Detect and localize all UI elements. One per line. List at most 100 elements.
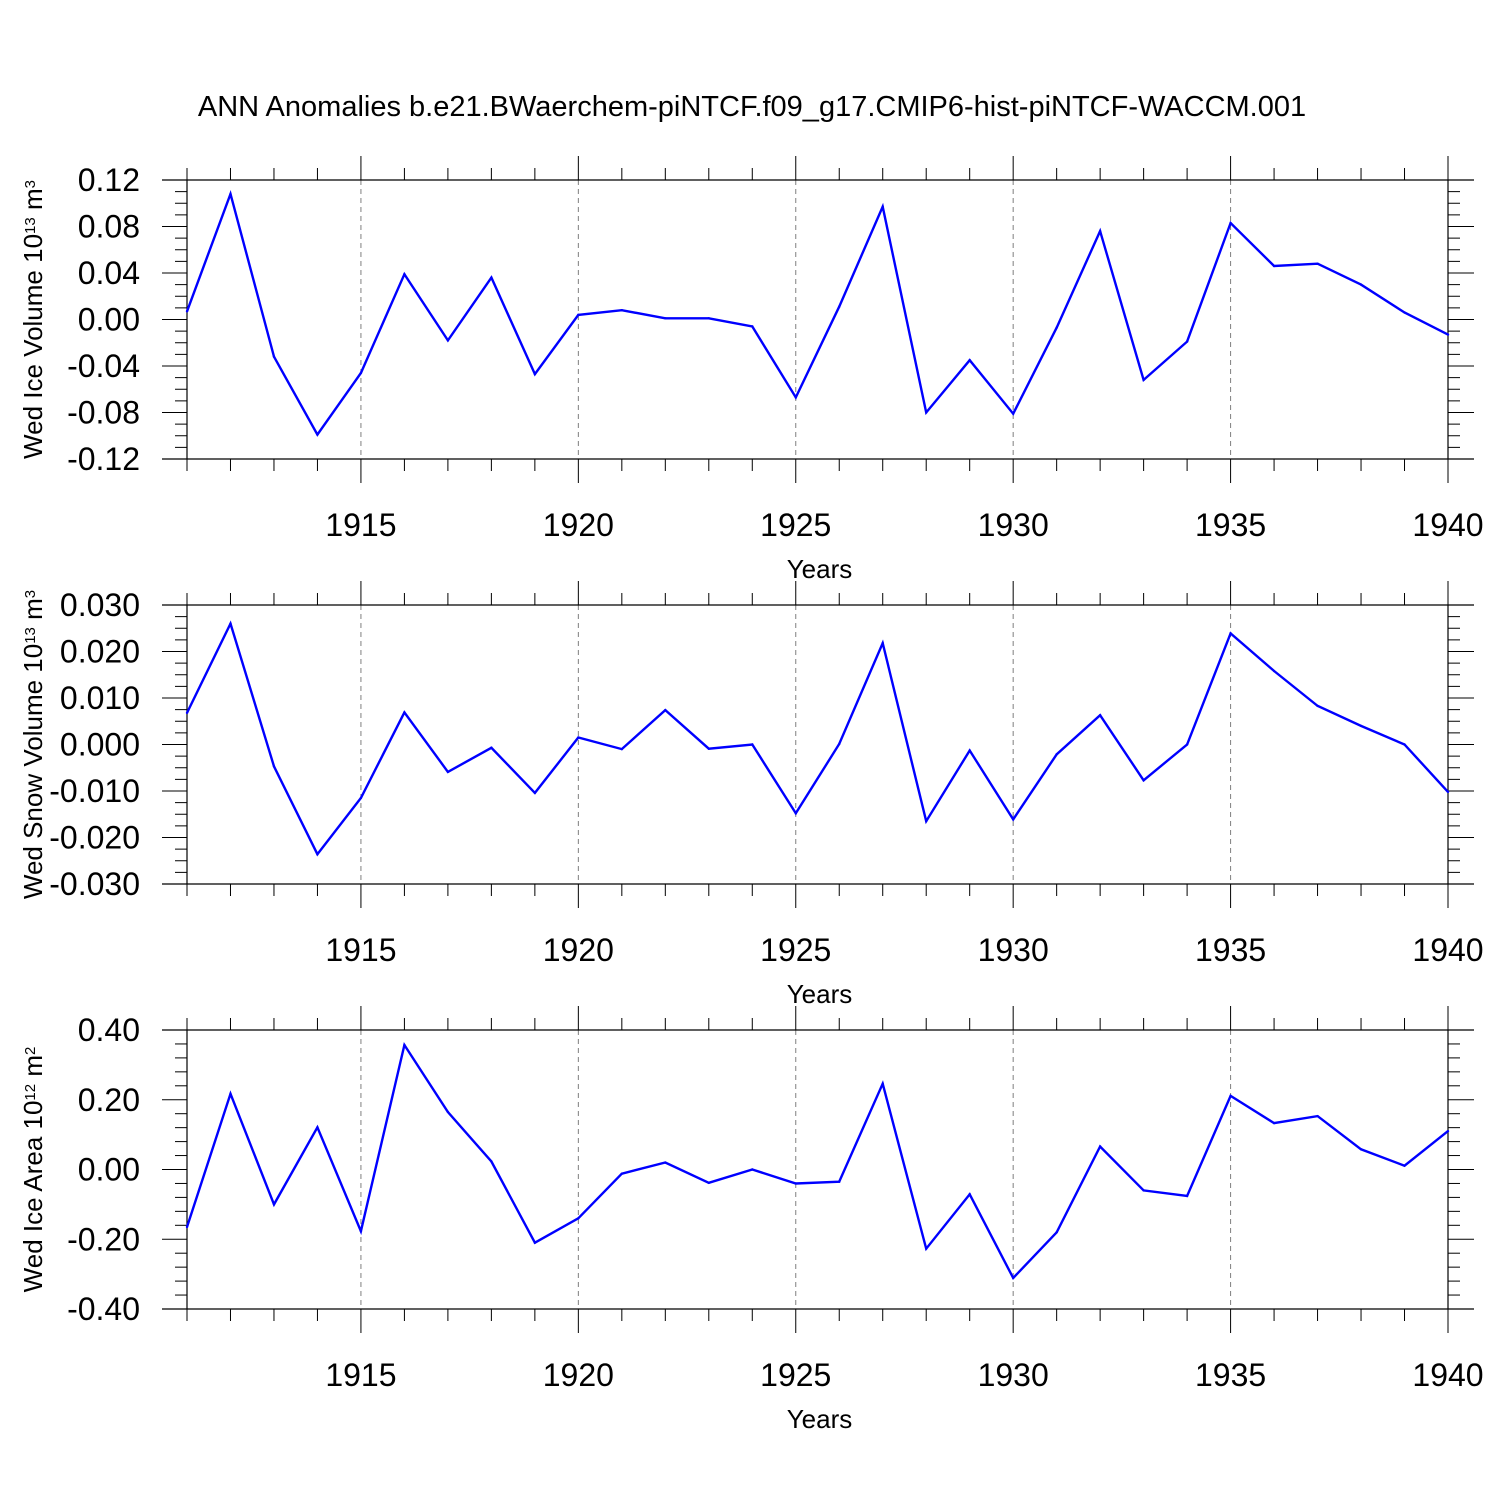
data-point (968, 749, 971, 752)
data-point (751, 325, 754, 328)
data-point (316, 853, 319, 856)
y-tick-label: 0.030 (60, 587, 140, 623)
x-tick-label: 1930 (978, 507, 1049, 543)
data-point (1446, 333, 1450, 336)
data-point (1359, 1148, 1363, 1151)
data-point (881, 205, 884, 208)
data-point (403, 272, 406, 276)
data-point (1272, 669, 1276, 673)
data-point (1316, 262, 1319, 265)
y-tick-label: 0.12 (78, 162, 140, 198)
data-point (316, 433, 319, 436)
series-line (185, 189, 1449, 437)
data-point (925, 411, 928, 414)
chart-panel-3: -0.40 -0.20 0.00 0.20 0.40 1915 1920 1925 1930 19… (18, 1006, 1484, 1434)
y-tick-label: -0.04 (67, 348, 140, 384)
y-axis-title: Wed Ice Area 1012 m2 (18, 1047, 48, 1293)
data-point (446, 770, 450, 774)
y-tick-label: -0.40 (67, 1291, 140, 1327)
data-point (1316, 1114, 1319, 1118)
data-point (490, 276, 493, 279)
data-point (794, 396, 797, 399)
data-point (1055, 326, 1058, 329)
data-point (403, 711, 406, 714)
data-point (1098, 229, 1102, 233)
x-tick-label: 1940 (1412, 1357, 1483, 1393)
y-tick-label: 0.00 (78, 1152, 140, 1188)
data-point (533, 372, 537, 376)
data-point (1011, 818, 1015, 821)
data-point (1403, 311, 1406, 314)
data-point (1272, 264, 1276, 268)
data-point (838, 1180, 841, 1183)
y-tick-label: -0.010 (49, 773, 140, 809)
x-tick-label: 1935 (1195, 1357, 1266, 1393)
x-tick-label: 1940 (1412, 932, 1483, 968)
data-point (1229, 221, 1232, 225)
data-point (185, 1225, 189, 1229)
data-point (1185, 340, 1189, 343)
data-point (490, 1160, 493, 1163)
data-point (1446, 1129, 1450, 1133)
x-tick-label: 1940 (1412, 507, 1483, 543)
y-tick-label: -0.030 (49, 866, 140, 902)
y-axis-title: Wed Snow Volume 1013 m3 (18, 590, 48, 899)
data-point (968, 358, 971, 362)
data-point (229, 192, 232, 196)
data-point (577, 736, 580, 739)
data-point (1359, 724, 1363, 728)
data-point (1359, 283, 1363, 286)
series-line (185, 1041, 1449, 1281)
x-axis-title: Years (787, 1404, 853, 1434)
y-tick-label: 0.010 (60, 680, 140, 716)
x-tick-label: 1925 (760, 932, 831, 968)
data-point (1011, 1276, 1015, 1280)
data-point (838, 305, 841, 308)
data-point (1446, 790, 1450, 794)
data-point (359, 1230, 363, 1233)
data-point (1011, 412, 1015, 415)
data-point (185, 310, 189, 313)
figure-title: ANN Anomalies b.e21.BWaerchem-piNTCF.f09… (198, 91, 1306, 123)
y-tick-label: 0.04 (78, 255, 140, 291)
y-tick-label: -0.08 (67, 395, 140, 431)
x-tick-label: 1930 (978, 1357, 1049, 1393)
data-point (359, 796, 363, 800)
series-line (185, 620, 1449, 857)
data-point (359, 371, 363, 375)
data-point (446, 1110, 450, 1114)
x-tick-label: 1930 (978, 932, 1049, 968)
data-point (1142, 779, 1145, 782)
x-tick-label: 1915 (325, 932, 396, 968)
data-point (664, 708, 667, 712)
x-axis-title: Years (787, 979, 853, 1009)
data-point (664, 1161, 667, 1164)
data-point (577, 1217, 580, 1220)
data-point (403, 1043, 406, 1047)
data-point (620, 309, 624, 312)
x-tick-label: 1935 (1195, 507, 1266, 543)
y-tick-label: 0.000 (60, 727, 140, 763)
data-point (1185, 743, 1189, 746)
x-tick-label: 1920 (543, 507, 614, 543)
x-tick-label: 1920 (543, 1357, 614, 1393)
data-point (1229, 1094, 1232, 1098)
data-point (838, 742, 841, 746)
data-point (533, 1241, 537, 1244)
data-point (1142, 1189, 1145, 1192)
data-point (707, 317, 710, 320)
y-tick-label: -0.12 (67, 441, 140, 477)
data-point (272, 765, 276, 768)
data-point (1229, 632, 1232, 635)
chart-panel-1: -0.12 -0.08 -0.04 0.00 0.04 0.08 0.12 1915 1920 1… (18, 156, 1484, 584)
data-point (751, 1168, 754, 1171)
y-tick-label: 0.00 (78, 302, 140, 338)
data-point (881, 1082, 884, 1085)
data-point (490, 746, 493, 749)
x-tick-label: 1925 (760, 507, 831, 543)
data-point (1142, 378, 1145, 382)
x-tick-label: 1925 (760, 1357, 831, 1393)
data-point (1055, 753, 1058, 756)
data-point (185, 711, 189, 715)
